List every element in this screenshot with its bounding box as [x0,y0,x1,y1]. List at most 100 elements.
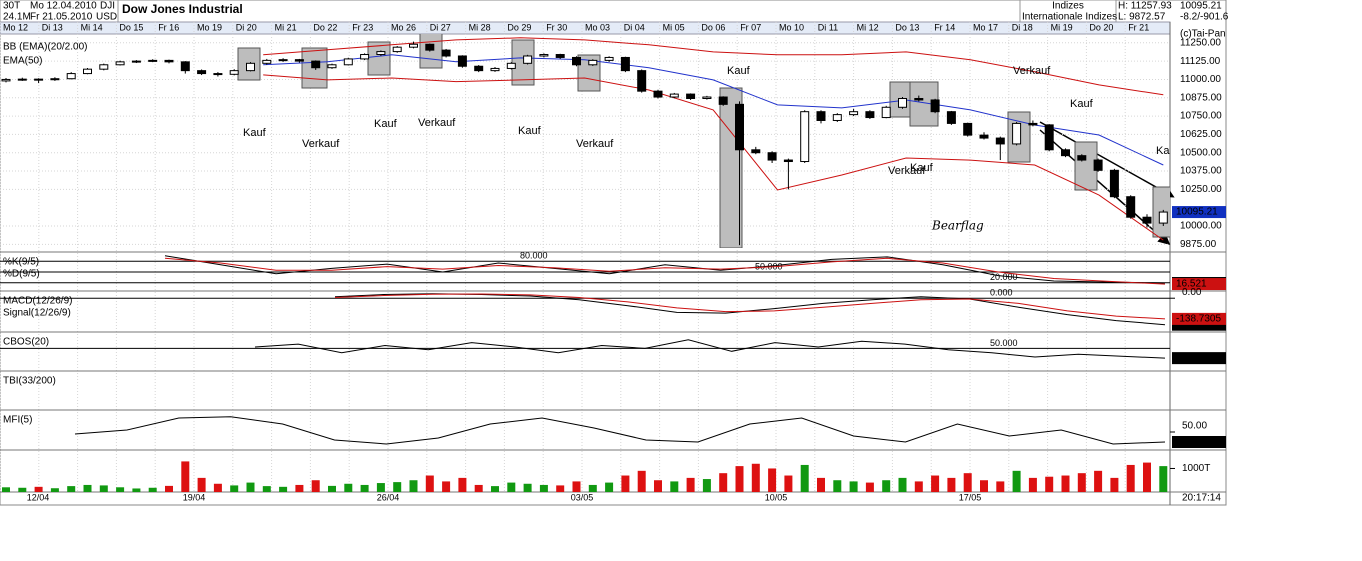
chart-title: Dow Jones Industrial [122,2,243,16]
candle-body [327,64,337,69]
candle-body [979,134,989,139]
candle-body [751,149,761,154]
volume-bar [1012,470,1021,492]
y-tick-label: 11125.00 [1180,56,1221,67]
candle-body [99,64,109,70]
volume-bar [1045,476,1054,492]
candle-body [946,111,956,124]
volume-bar [99,485,108,492]
indicator-line [334,293,1166,320]
volume-bar [491,486,499,492]
candle-body [425,43,435,51]
legend-entry: %D(9/5) [3,269,40,280]
annotation: Verkauf [418,117,456,129]
indicator-line [164,257,1166,285]
level-label: 0.000 [990,288,1013,298]
volume-bar [719,473,728,492]
candle-body [898,97,907,108]
volume-bar [83,484,92,492]
volume-bar [817,477,825,492]
candle-body [66,73,76,80]
annotation: Kauf [1156,145,1180,157]
date-label: 12/04 [27,492,50,502]
candle-body [963,122,973,136]
volume-bar [784,475,793,492]
candle-body [131,60,141,63]
volume-bar [181,461,190,492]
candle-body [213,73,223,76]
y-tick-label: 10750.00 [1180,111,1222,122]
candle-body [588,59,598,66]
day-label: Mi 05 [663,22,685,32]
annotation: Kauf [243,127,267,139]
volume-bar [980,480,988,492]
day-label: Mi 21 [275,22,297,32]
day-label: Mo 17 [973,22,998,32]
candle-body [1061,149,1070,157]
volume-bar [800,464,809,492]
volume-bar [849,481,858,492]
day-label: Di 04 [624,22,645,32]
y-tick-label: 10000.00 [1180,221,1222,232]
candle-body [767,152,777,161]
candle-body [849,111,859,116]
date-label: 10/05 [765,492,788,502]
candle-body [457,55,467,67]
candle-body [783,159,793,163]
candle-body [718,96,728,105]
day-label: Di 11 [818,22,838,32]
candle-body [474,65,484,72]
day-label: Fr 14 [934,22,955,32]
day-label: Mi 28 [469,22,491,32]
candle-body [995,137,1005,145]
candle-body [1028,122,1038,126]
candle-body [278,59,288,62]
candle-body [311,60,321,69]
candle-body [523,55,533,64]
volume-bar [605,482,614,492]
group-name: Internationale Indizes [1022,12,1117,23]
from-date: Mo 12.04.2010 [30,1,97,12]
candle-body [376,51,386,56]
volume-bar [523,483,532,492]
level-label: 20.000 [990,272,1018,282]
annotation: Verkauf [302,138,340,150]
day-label: Di 27 [430,22,451,32]
day-label: Mo 03 [585,22,610,32]
legend-entry: MACD(12/26/9) [3,296,72,307]
legend-entry: MFI(5) [3,415,32,426]
pattern-label: Bearflag [931,219,984,233]
y-tick-label: 1000T [1182,463,1210,474]
candle-body [914,97,924,101]
date-label: 19/04 [183,492,206,502]
volume-bar [132,488,141,492]
candle-body [1077,155,1087,161]
day-label: Mi 14 [81,22,103,32]
day-label: Do 22 [313,22,337,32]
annotation: Kauf [1070,98,1094,110]
value-label: 25.003 [1176,437,1207,448]
volume-bar [1110,477,1119,492]
value-box [1172,312,1226,325]
volume-bar [539,484,548,492]
candle-body [246,62,255,72]
volume-bar [474,484,483,492]
volume-bar [751,463,760,492]
candle-body [832,114,842,121]
indicator-line [164,255,1166,284]
y-tick-label: 11250.00 [1180,37,1221,48]
day-label: Mi 12 [857,22,879,32]
panel-title: TBI(33/200) [3,376,56,387]
volume-bar [865,482,874,492]
candle-body [490,67,500,72]
day-label: Mo 10 [779,22,804,32]
volume-bar [654,480,662,492]
volume-bar [295,484,304,492]
candle-body [1142,216,1152,224]
volume-bar [442,481,451,492]
candle-body [197,70,207,75]
annotation: Verkauf [576,138,614,150]
date-label: 03/05 [571,492,594,502]
volume-bar [425,475,434,492]
